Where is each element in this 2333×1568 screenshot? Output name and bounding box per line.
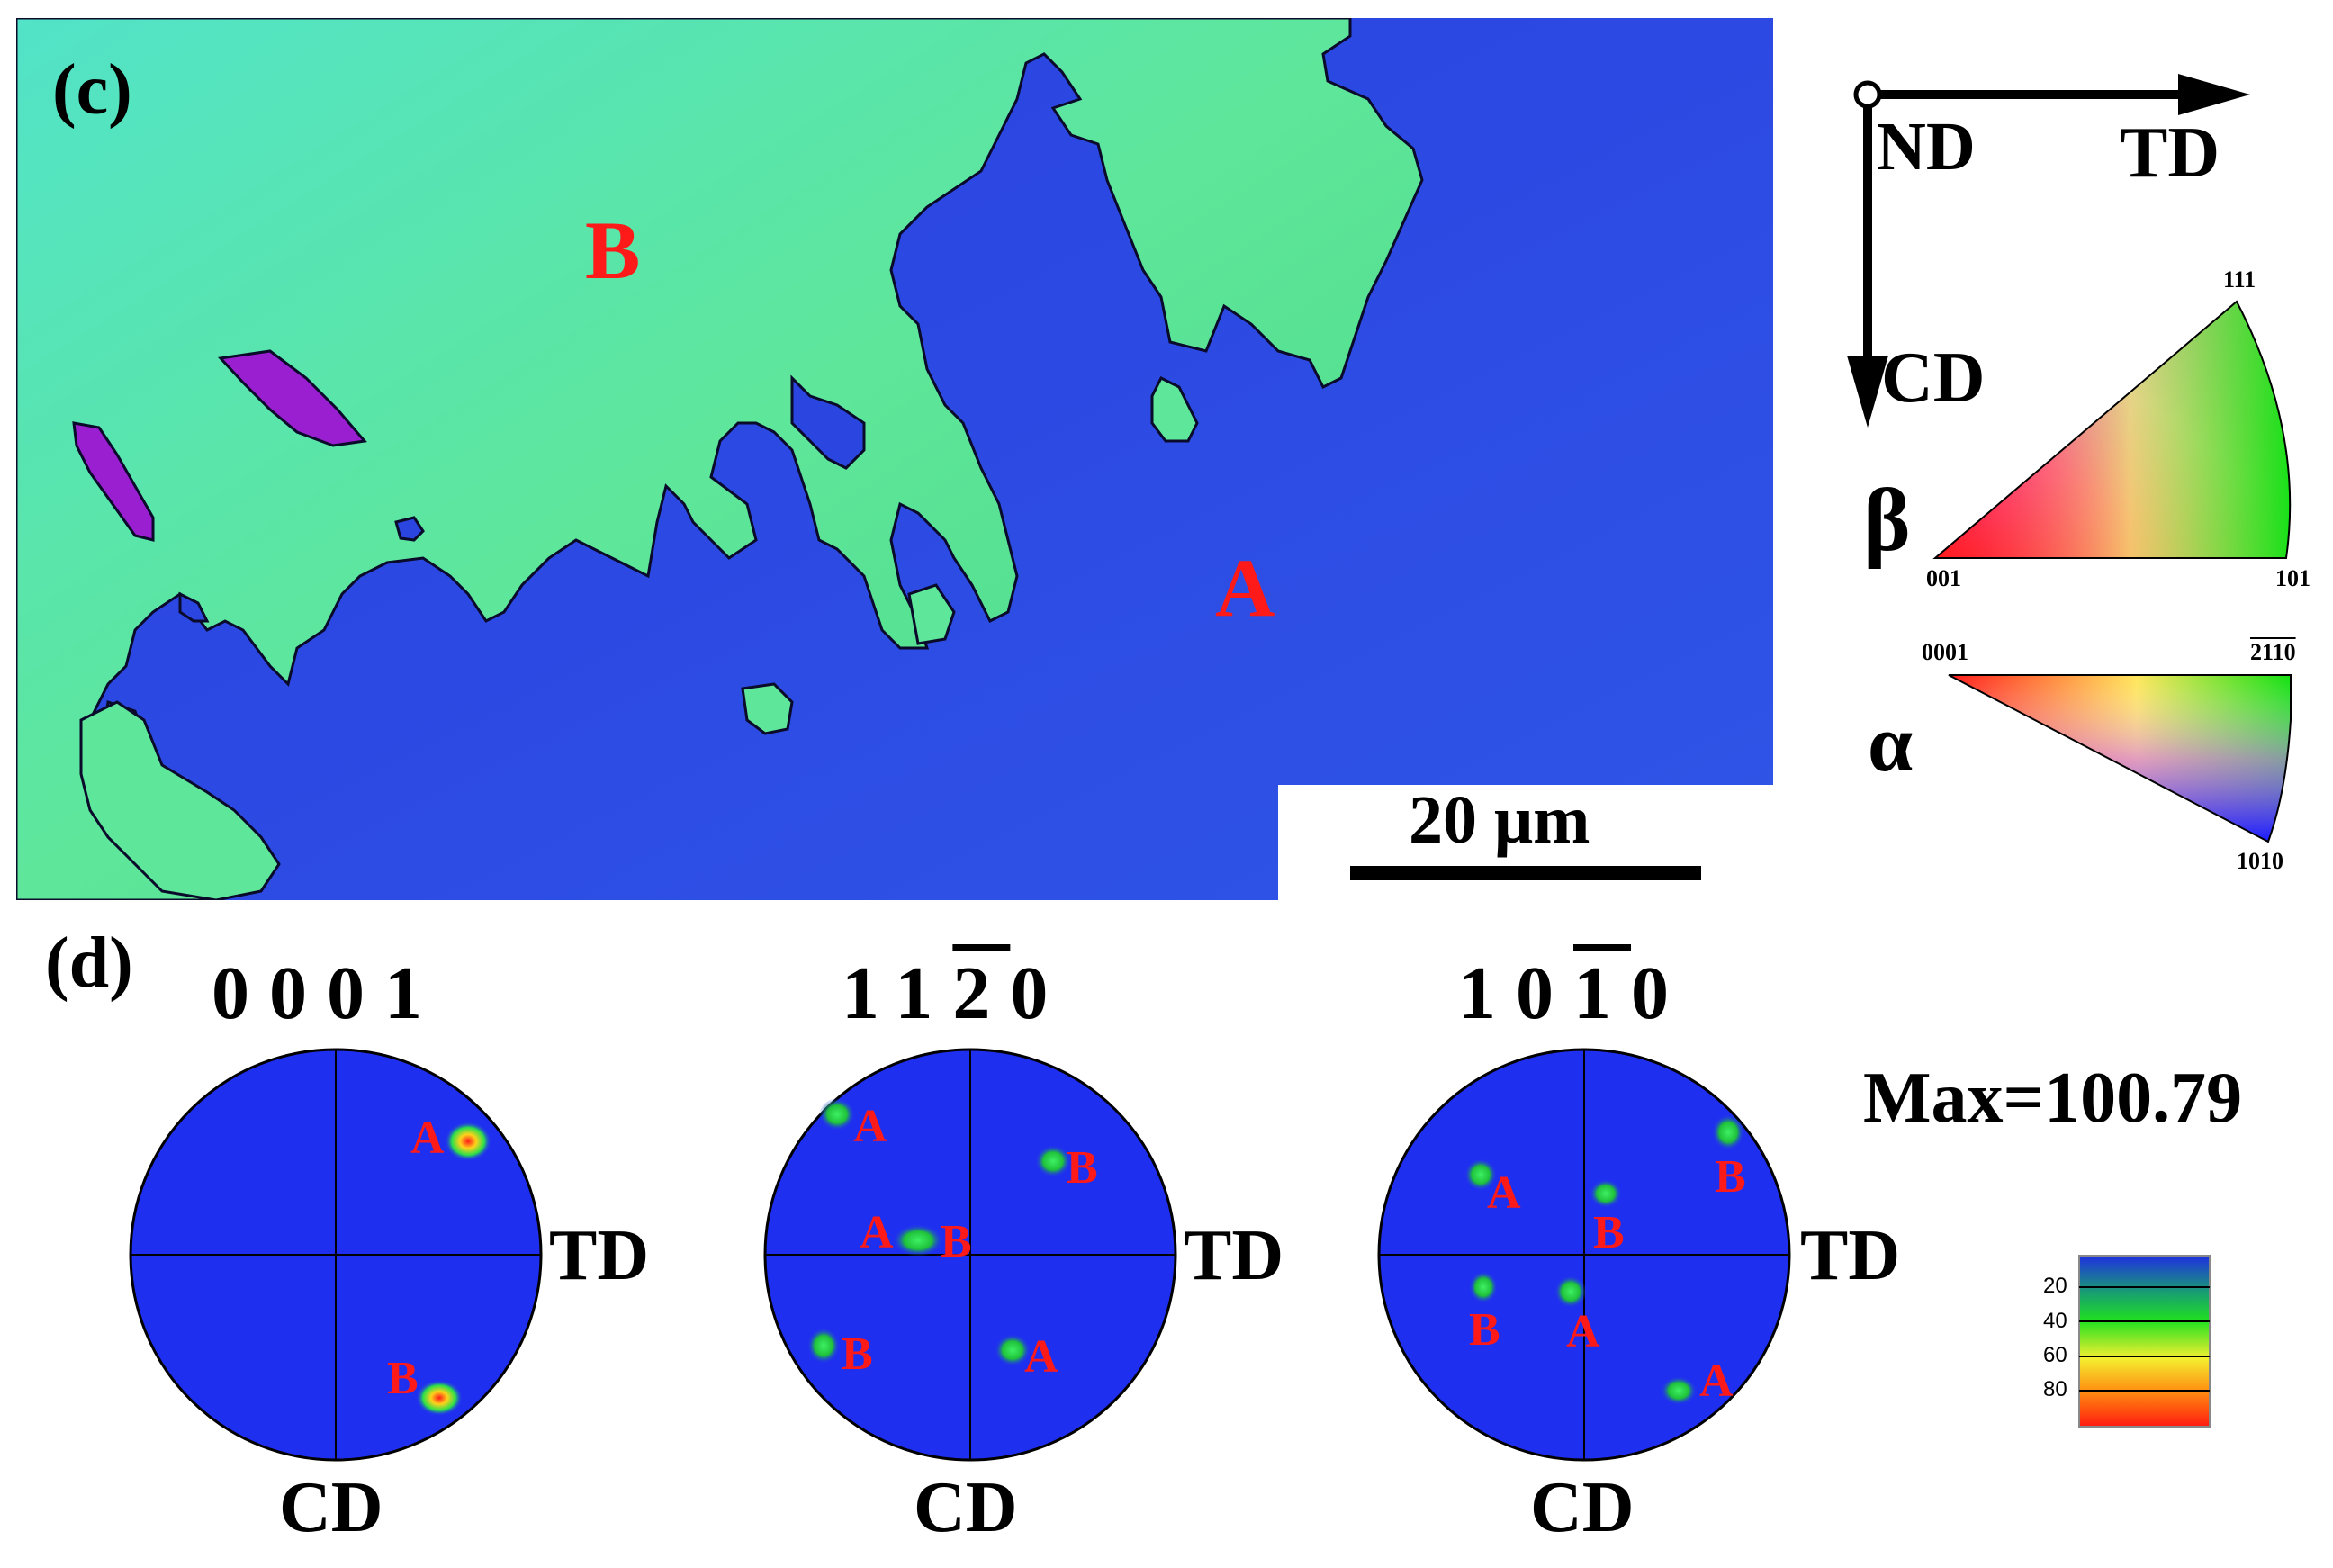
axis-td-label: TD [2120, 113, 2220, 193]
green-island [741, 682, 794, 735]
pf2-cd-label: CD [914, 1468, 1018, 1547]
grain-label-b: B [585, 204, 641, 296]
ipf-alpha-corner-2110: 2110 [2250, 639, 2296, 665]
ipf-beta-corner-101: 101 [2275, 565, 2310, 591]
purple-grain [72, 421, 155, 542]
pf2-spot-label: B [941, 1216, 972, 1267]
panel-c-label: (c) [52, 50, 132, 130]
pole-spot [1661, 1376, 1697, 1405]
ipf-beta-corner-111: 111 [2223, 266, 2256, 293]
ipf-alpha-triangle [1948, 674, 2292, 843]
colorbar-tick: 60 [2043, 1343, 2067, 1367]
colorbar-tick: 20 [2043, 1274, 2067, 1298]
ebsd-map [16, 18, 1773, 900]
pole-spot [1554, 1275, 1587, 1308]
pf2-spot-label: A [853, 1101, 887, 1152]
purple-grain [217, 349, 367, 447]
pf3-digit: 0 [1516, 951, 1573, 1035]
pf3-spot-label: A [1487, 1167, 1521, 1219]
colorbar-tick: 80 [2043, 1377, 2067, 1401]
scale-bar-label: 20 μm [1409, 782, 1590, 858]
scale-bar-box [1278, 785, 1773, 900]
scale-bar-line [1350, 866, 1701, 880]
pole-spot [807, 1328, 840, 1364]
ipf-beta-corner-001: 001 [1926, 565, 1961, 591]
colorbar-tick: 40 [2043, 1309, 2067, 1333]
pf3-spot-label: A [1566, 1306, 1600, 1357]
pf3-spot-label: B [1593, 1207, 1625, 1258]
pf3-digit: 1 [1458, 951, 1516, 1035]
pf1-digit: 1 [384, 951, 442, 1035]
pole-spot [1035, 1145, 1071, 1177]
pf2-td-label: TD [1184, 1216, 1284, 1295]
grain-label-a: A [1215, 542, 1275, 634]
green-island [907, 583, 956, 645]
ipf-alpha-corner-1010: 1010 [2237, 848, 2283, 874]
pole-spot [1590, 1179, 1622, 1208]
colorbar [2078, 1255, 2211, 1428]
pf3-digit-overbar: 1 [1573, 951, 1631, 1035]
pole-spot [416, 1380, 463, 1416]
pf2-digit: 0 [1010, 951, 1068, 1035]
blue-island [394, 516, 425, 542]
pole-figure-1 [129, 1048, 543, 1462]
max-intensity-label: Max=100.79 [1863, 1059, 2243, 1138]
pf3-spot-label: B [1715, 1151, 1746, 1203]
pole-spot [1464, 1158, 1497, 1191]
pf3-td-label: TD [1800, 1216, 1901, 1295]
pf1-td-label: TD [549, 1216, 650, 1295]
pole-spot [1712, 1114, 1744, 1150]
pf1-digit: 0 [212, 951, 269, 1035]
pole-figure-1-title: 0001 [212, 950, 442, 1037]
pole-spot [995, 1334, 1031, 1366]
ipf-alpha-corner-0001: 0001 [1922, 639, 1968, 665]
ipf-beta-triangle [1932, 300, 2292, 559]
pf3-spot-label: A [1699, 1356, 1734, 1407]
pf2-spot-label: B [1067, 1142, 1098, 1194]
pf3-spot-label: B [1469, 1304, 1500, 1356]
pole-spot [445, 1122, 491, 1161]
pf1-cd-label: CD [279, 1468, 383, 1547]
green-island [1150, 375, 1199, 443]
pole-figure-3 [1377, 1048, 1791, 1462]
panel-d-label: (d) [45, 924, 133, 1003]
pf2-digit-overbar: 2 [952, 951, 1011, 1035]
green-island [79, 700, 281, 900]
blue-island [790, 374, 866, 470]
pf1-spot-label: A [410, 1113, 445, 1164]
pf2-spot-label: A [860, 1207, 894, 1258]
axis-nd-label: ND [1877, 109, 1976, 185]
axis-cd-label: CD [1881, 338, 1986, 418]
pf2-spot-label: A [1024, 1331, 1058, 1383]
pole-figure-3-title: 1010 [1458, 950, 1689, 1037]
ipf-beta-symbol: β [1863, 470, 1911, 570]
pf3-digit: 0 [1631, 951, 1689, 1035]
nd-origin-icon [1853, 80, 1882, 109]
blue-island [178, 591, 210, 623]
pf2-digit: 1 [842, 951, 896, 1035]
pole-spot [893, 1224, 943, 1257]
pole-figure-2-title: 1120 [842, 950, 1067, 1037]
pole-spot [1469, 1271, 1498, 1303]
pole-figure-2 [763, 1048, 1177, 1462]
ipf-alpha-symbol: α [1868, 699, 1914, 789]
grain-b-region [16, 18, 1424, 900]
pf3-cd-label: CD [1530, 1468, 1635, 1547]
pf2-digit: 1 [895, 951, 953, 1035]
pf1-spot-label: B [387, 1353, 419, 1404]
pf1-digit: 0 [269, 951, 327, 1035]
sample-axes [1847, 74, 2250, 428]
pole-spot [819, 1098, 855, 1131]
pf1-digit: 0 [327, 951, 384, 1035]
pf2-spot-label: B [842, 1329, 873, 1380]
